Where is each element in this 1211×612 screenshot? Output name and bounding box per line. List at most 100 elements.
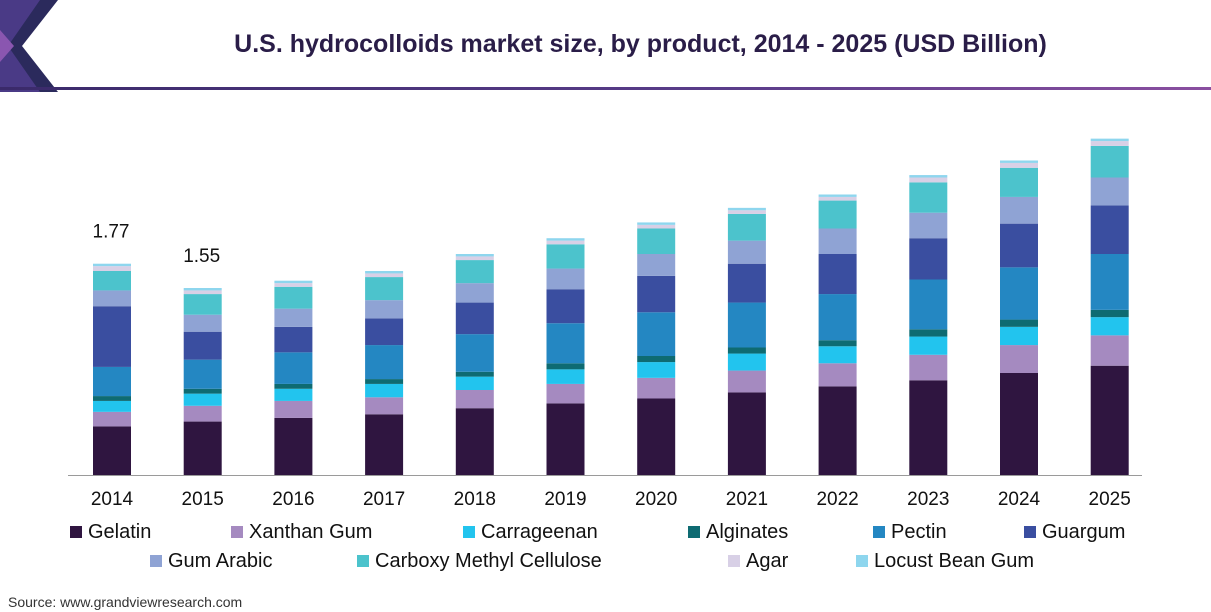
legend-label: Locust Bean Gum [874,550,1034,572]
bar-segment [909,177,948,183]
bar-segment [1000,319,1038,327]
bar-segment [183,405,222,422]
bar-segment [1090,141,1129,146]
bar-segment [365,277,404,301]
bar-segment [1000,223,1038,268]
bar-segment [1000,160,1038,163]
bar-segment [727,370,766,393]
header: U.S. hydrocolloids market size, by produ… [0,0,1211,92]
x-tick-label: 2025 [1089,489,1131,510]
bar-segment [1090,365,1129,475]
bar-segment [727,210,766,214]
bar-segment [93,366,131,397]
bar-segment [1090,205,1129,254]
bar-segment [546,403,585,475]
data-label: 1.77 [93,222,130,243]
legend-swatch [70,526,82,538]
bar-segment [546,369,585,384]
bar-segment [274,388,313,401]
legend-swatch [688,526,700,538]
bar-segment [546,363,585,370]
x-tick-label: 2021 [726,489,768,510]
bar-segment [274,326,313,353]
bar-segment [274,280,313,284]
bar-segment [546,240,585,245]
bar-segment [274,400,313,418]
brand-logo-icon [0,0,58,92]
x-tick-label: 2019 [544,489,586,510]
legend-swatch [873,526,885,538]
bar-segment [637,254,676,276]
bar-segment [1090,317,1129,336]
bar-segment [1000,162,1038,168]
bar-segment [818,340,857,347]
bar-segment [93,400,131,412]
x-tick-label: 2024 [998,489,1041,510]
legend-label: Carboxy Methyl Cellulose [375,550,602,572]
bar-segment [274,417,313,475]
x-tick-label: 2023 [907,489,949,510]
bar-segment [818,196,857,201]
title-divider [0,87,1211,90]
bar-segment [93,396,131,401]
bar-segment [637,275,676,313]
bar-segment [1090,145,1129,178]
x-tick-label: 2018 [454,489,496,510]
bar-segment [727,353,766,371]
bar-segment [455,256,494,261]
x-tick-label: 2014 [91,489,134,510]
bar-segment [637,312,676,356]
bar-segment [909,329,948,337]
bar-segment [455,376,494,390]
bar-segment [183,314,222,332]
bar-segment [455,334,494,372]
bar-segment [637,398,676,475]
bar-segment [93,426,131,475]
bar-segment [365,300,404,319]
legend-swatch [357,555,369,567]
legend-label: Gum Arabic [168,550,272,572]
bar-segment [546,268,585,290]
bar-segment [909,380,948,475]
bar-segment [637,224,676,229]
bar-segment [455,260,494,284]
bar-segment [818,346,857,364]
bar-segment [365,271,404,274]
bar-segment [93,290,131,307]
bar-segment [93,306,131,367]
bar-segment [274,308,313,327]
legend-swatch [231,526,243,538]
bar-segment [546,244,585,269]
bar-segment [818,194,857,197]
bar-segment [455,254,494,257]
legend-label: Guargum [1042,521,1125,543]
bar-segment [909,354,948,381]
legend-swatch [856,555,868,567]
stacked-bar-chart: 2014 1.77 2015 1.55 2016 2017 2018 2019 2020 2021… [68,138,1142,572]
bar-segment [818,200,857,229]
bar-segment [455,302,494,335]
bar-segment [1000,196,1038,224]
bar-segment [183,421,222,475]
bar-segment [637,356,676,363]
bar-segment [909,279,948,330]
bar-segment [1090,254,1129,310]
legend-label: Gelatin [88,521,151,543]
legend-label: Agar [746,550,789,572]
x-tick-label: 2017 [363,489,405,510]
bar-segment [455,371,494,377]
legend-swatch [150,555,162,567]
legend-label: Alginates [706,521,788,543]
page-title: U.S. hydrocolloids market size, by produ… [234,30,1047,58]
bar-segment [274,283,313,287]
bar-segment [183,393,222,406]
bar-segment [1000,345,1038,373]
bar-segment [637,362,676,378]
bar-segment [727,347,766,354]
bar-segment [455,390,494,409]
bar-segment [818,294,857,341]
bar-segment [1090,177,1129,206]
bar-segment [365,414,404,475]
x-tick-label: 2015 [182,489,224,510]
bar-segment [93,266,131,271]
